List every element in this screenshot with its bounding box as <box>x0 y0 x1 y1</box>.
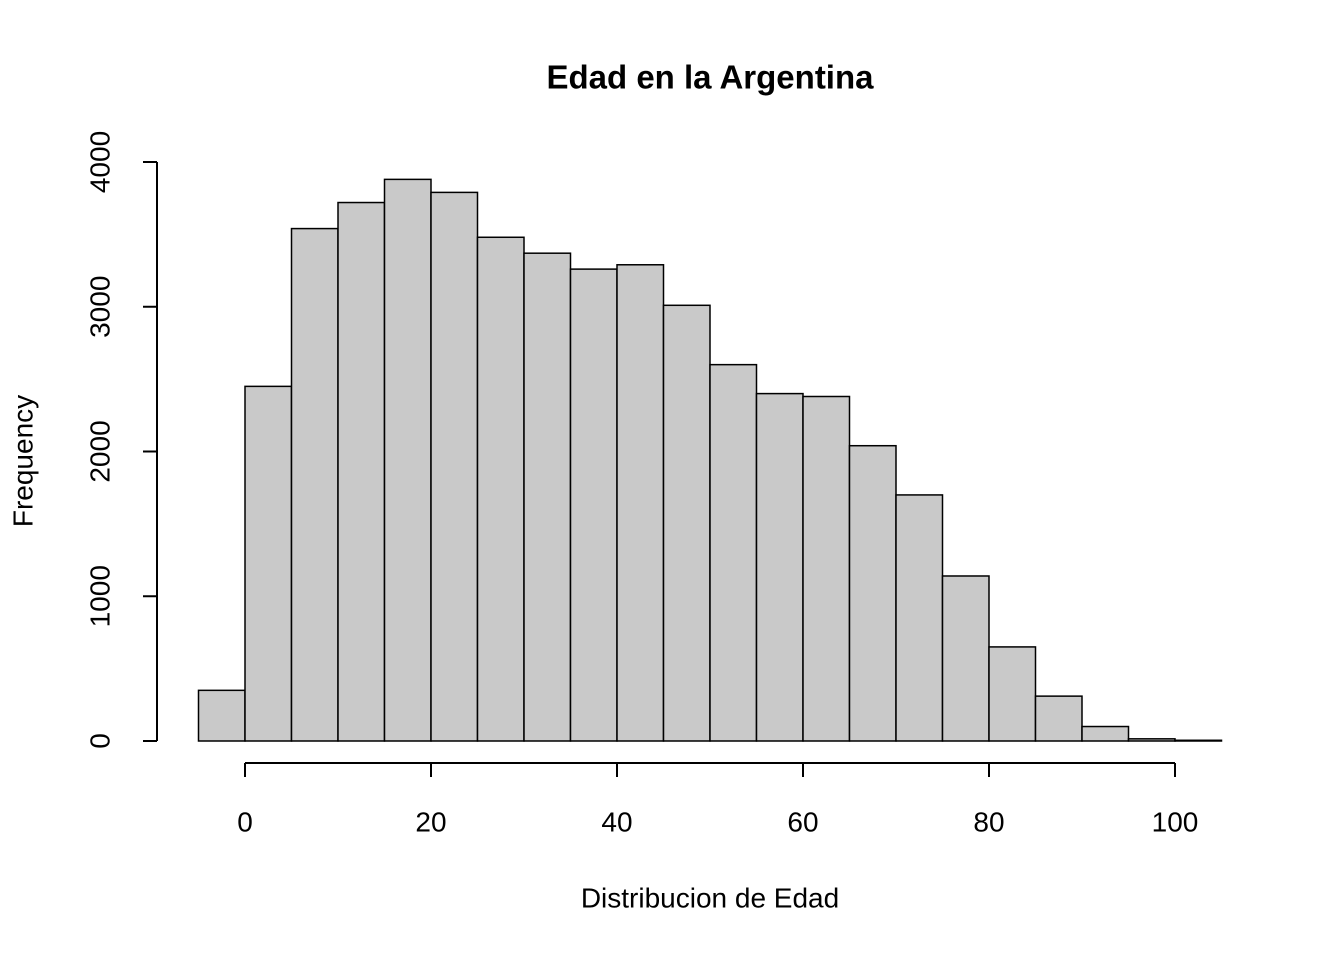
bar <box>895 494 944 742</box>
y-tick-label: 4000 <box>84 131 115 193</box>
x-tick-label: 60 <box>787 806 818 837</box>
bar <box>476 236 525 742</box>
bar <box>290 227 339 742</box>
y-tick-label: 1000 <box>84 565 115 627</box>
bar <box>988 646 1037 742</box>
bar <box>1081 725 1130 742</box>
x-axis-label: Distribucion de Edad <box>581 882 839 913</box>
x-tick-label: 100 <box>1152 806 1199 837</box>
bar <box>755 392 804 742</box>
bar <box>523 252 572 742</box>
bar <box>1174 739 1223 742</box>
x-tick-label: 80 <box>973 806 1004 837</box>
bar <box>244 385 293 742</box>
bar <box>569 268 618 742</box>
bar <box>802 395 851 742</box>
bar <box>709 363 758 742</box>
x-tick-label: 40 <box>601 806 632 837</box>
bar <box>848 444 897 742</box>
y-tick-label: 2000 <box>84 420 115 482</box>
x-tick-label: 0 <box>237 806 253 837</box>
bar <box>197 689 246 742</box>
bar <box>616 264 665 742</box>
bar <box>941 575 990 742</box>
y-tick-label: 0 <box>84 733 115 749</box>
bar <box>1127 738 1176 742</box>
y-tick-label: 3000 <box>84 276 115 338</box>
bar <box>337 201 386 742</box>
bar <box>430 191 479 742</box>
chart-title: Edad en la Argentina <box>546 59 874 96</box>
x-tick-label: 20 <box>415 806 446 837</box>
bar <box>1034 695 1083 742</box>
bar <box>383 178 432 742</box>
y-axis-label: Frequency <box>7 395 38 527</box>
bar <box>662 304 711 742</box>
